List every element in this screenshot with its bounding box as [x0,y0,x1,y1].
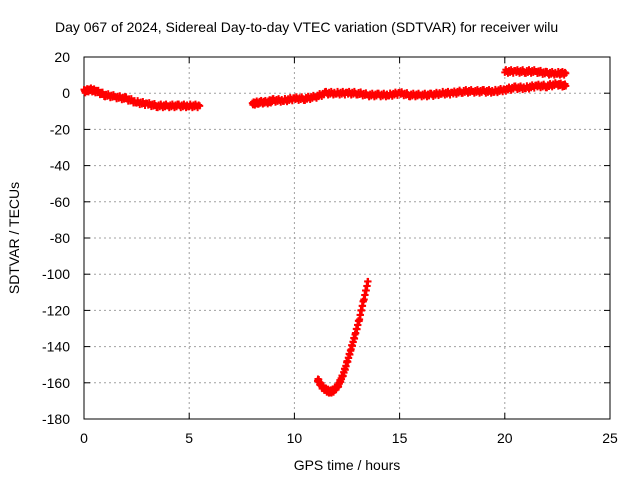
data-segment [501,66,570,79]
y-tick-label: 20 [54,49,70,65]
grid-lines [84,57,610,419]
x-tick-label: 0 [80,430,88,446]
y-tick-label: -80 [50,230,70,246]
chart-title: Day 067 of 2024, Sidereal Day-to-day VTE… [55,19,558,35]
data-segment [248,85,509,109]
data-points [80,66,570,397]
x-tick-label: 20 [497,430,513,446]
x-tick-label: 5 [185,430,193,446]
y-tick-label: -180 [42,411,70,427]
y-tick-label: -120 [42,302,70,318]
y-axis-label: SDTVAR / TECUs [6,182,22,294]
y-tick-label: -140 [42,339,70,355]
y-tick-label: -60 [50,194,70,210]
x-tick-labels: 0 5 10 15 20 25 [80,430,618,446]
y-tick-labels: 20 0 -20 -40 -60 -80 -100 -120 -140 -160 -180 [42,49,70,427]
data-segment [80,84,204,112]
x-tick-label: 15 [392,430,408,446]
x-tick-label: 25 [602,430,618,446]
axis-ticks [83,56,611,420]
y-tick-label: -20 [50,121,70,137]
x-tick-label: 10 [287,430,303,446]
data-segment [501,79,570,95]
y-tick-label: -160 [42,375,70,391]
y-tick-label: -100 [42,266,70,282]
data-segment [314,277,372,397]
y-tick-label: -40 [50,158,70,174]
x-axis-label: GPS time / hours [294,457,401,473]
y-tick-label: 0 [62,85,70,101]
